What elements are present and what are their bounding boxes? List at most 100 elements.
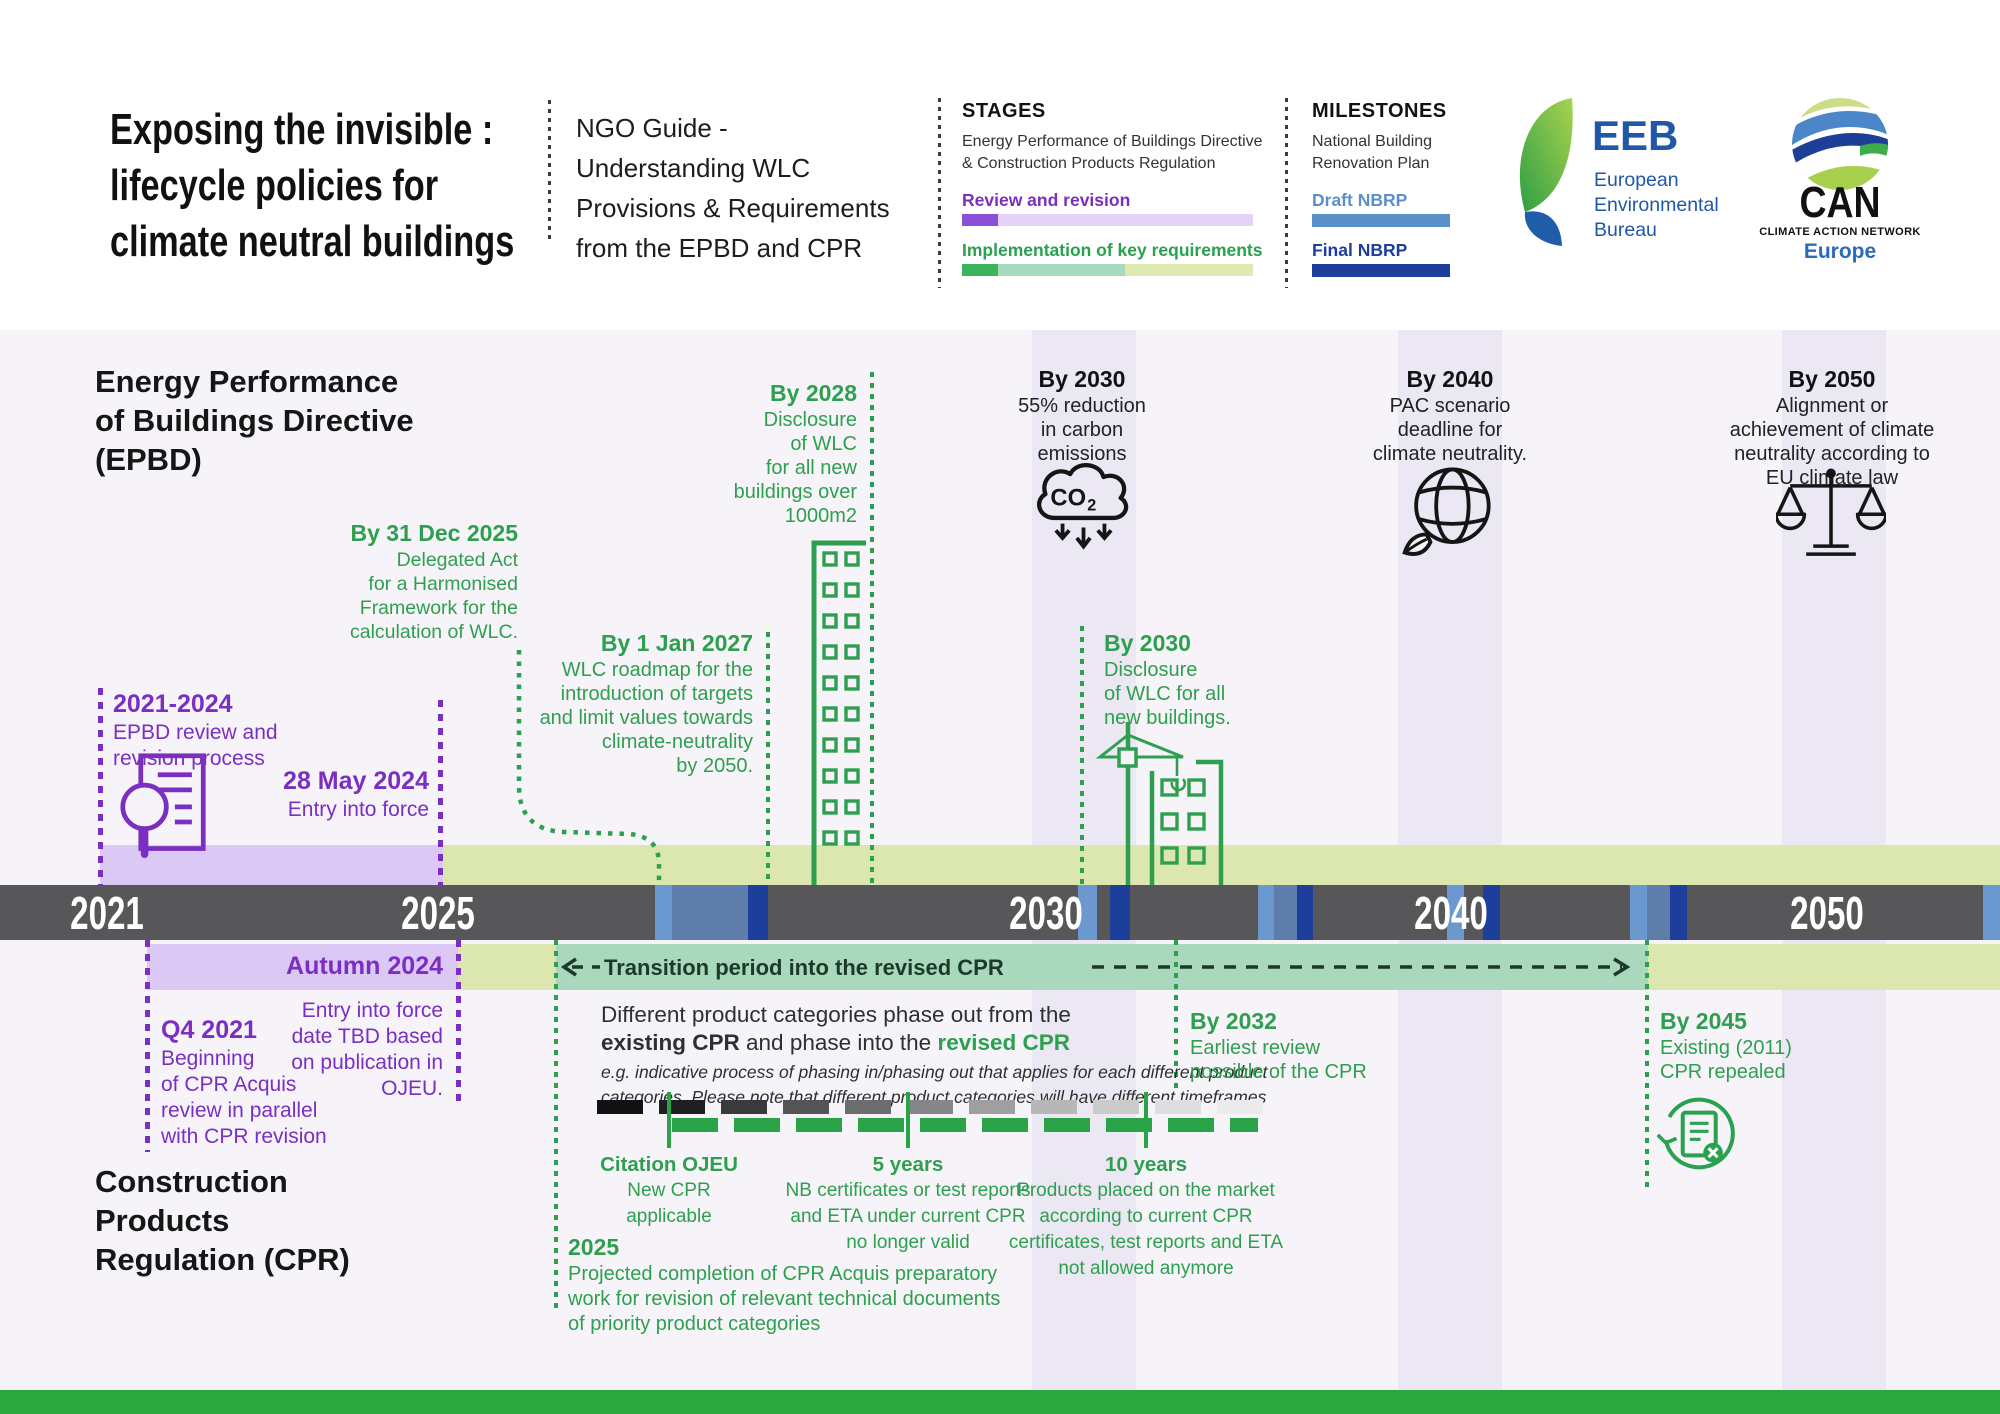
phase-note-line: e.g. indicative process of phasing in/ph…: [601, 1062, 1268, 1082]
stages-subtitle-line: Energy Performance of Buildings Directiv…: [962, 133, 1263, 150]
event-date: Q4 2021: [161, 1016, 257, 1044]
phase-heading-2: existing CPR and phase into the revised …: [601, 1030, 1070, 1056]
stages-subtitle-line: & Construction Products Regulation: [962, 155, 1216, 172]
nbrp-marker-final: [1670, 885, 1687, 940]
page-title-line: lifecycle policies for: [110, 161, 439, 210]
event-line: EPBD review and: [113, 721, 278, 744]
label-citation-ojeu: Citation OJEU New CPR applicable: [569, 1152, 769, 1230]
guide-line: NGO Guide -: [576, 113, 728, 143]
label-line: applicable: [626, 1206, 712, 1227]
event-line: Delegated Act: [396, 549, 518, 571]
event-line: 1000m2: [784, 505, 857, 527]
event-line: in carbon: [1040, 419, 1124, 441]
nbrp-marker-slate: [1274, 885, 1297, 940]
event-line: of CPR Acquis: [161, 1073, 297, 1096]
cpr-section-title: Construction Products Regulation (CPR): [95, 1162, 350, 1279]
year-label-2025: 2025: [401, 887, 475, 939]
milestones-subtitle-line: National Building: [1312, 133, 1433, 150]
phase-out-row: [597, 1100, 1279, 1119]
event-date: By 2032: [1190, 1008, 1277, 1034]
event-date: By 1 Jan 2027: [600, 630, 753, 656]
dotted-line-2021: [98, 688, 103, 885]
nbrp-marker-draft: [1078, 885, 1097, 940]
label-line: Products placed on the market: [1017, 1180, 1275, 1201]
dotted-line-2030: [1080, 626, 1084, 885]
cpr-review-band: [147, 944, 458, 990]
existing-cpr-label: existing CPR: [601, 1030, 740, 1055]
label-line: not allowed anymore: [1058, 1258, 1234, 1279]
event-line: 55% reduction: [1018, 395, 1146, 417]
phase-out-dash: [1093, 1100, 1139, 1114]
event-line: Earliest review: [1190, 1037, 1321, 1059]
event-line: new buildings.: [1104, 707, 1231, 729]
nbrp-marker-slate: [672, 885, 748, 940]
eeb-name-line: Bureau: [1594, 219, 1657, 241]
event-date: By 2030: [1104, 630, 1191, 656]
impl-bar-green-segment: [962, 264, 999, 276]
label-line: certificates, test reports and ETA: [1008, 1232, 1284, 1253]
phase-in-dash: [858, 1118, 904, 1132]
epbd-title-line: Energy Performance: [95, 364, 399, 399]
nbrp-marker-draft: [1258, 885, 1274, 940]
milestones-legend-title: MILESTONES: [1312, 100, 1447, 122]
event-completion-2025: 2025 Projected completion of CPR Acquis …: [568, 1232, 1088, 1337]
header-divider: [1285, 98, 1288, 288]
dotted-line-2028: [870, 372, 874, 885]
nbrp-marker-draft: [1630, 885, 1647, 940]
event-line: on publication in: [291, 1051, 443, 1074]
draft-nbrp-label: Draft NBRP: [1312, 190, 1408, 210]
label-10-years: 10 years Products placed on the market a…: [978, 1152, 1314, 1282]
event-date: By 2050: [1788, 366, 1876, 392]
event-disclosure-2030: By 2030 Disclosure of WLC for all new bu…: [1104, 628, 1314, 730]
eeb-leaf-icon: [1516, 96, 1578, 248]
event-line: calculation of WLC.: [350, 621, 518, 643]
phase-in-dash: [796, 1118, 842, 1132]
stages-legend-subtitle: Energy Performance of Buildings Directiv…: [962, 131, 1263, 175]
event-date: By 2030: [1038, 366, 1126, 392]
epbd-title-line: of Buildings Directive: [95, 403, 414, 438]
final-nbrp-label: Final NBRP: [1312, 240, 1408, 260]
event-date: 2025: [568, 1234, 620, 1260]
nbrp-marker-draft: [655, 885, 672, 940]
tick-citation-ojeu: [667, 1092, 671, 1148]
event-2021-2024: 2021-2024 EPBD review and revision proce…: [113, 688, 278, 772]
globe-leaf-icon: [1398, 458, 1503, 563]
document-magnifier-icon: [116, 752, 211, 858]
event-neutrality-2050: By 2050 Alignment or achievement of clim…: [1712, 364, 1952, 490]
event-line: revision process: [113, 747, 265, 770]
svg-text:2: 2: [1087, 496, 1096, 514]
label-title: 5 years: [872, 1153, 944, 1176]
co2-cloud-icon: CO 2: [1026, 457, 1141, 557]
review-revision-label: Review and revision: [962, 190, 1131, 210]
event-line: of WLC: [790, 433, 857, 455]
event-line: climate-neutrality: [601, 731, 753, 753]
event-line: introduction of targets: [560, 683, 753, 705]
event-disclosure-2028: By 2028 Disclosure of WLC for all new bu…: [667, 378, 857, 528]
event-line: Disclosure: [763, 409, 857, 431]
event-pac-2040: By 2040 PAC scenario deadline for climat…: [1350, 364, 1550, 466]
phase-in-dash: [920, 1118, 966, 1132]
final-nbrp-bar: [1312, 264, 1450, 277]
year-label-2040: 2040: [1414, 887, 1488, 939]
event-date: By 2040: [1406, 366, 1494, 392]
impl-bar-pale-segment: [1124, 264, 1253, 276]
event-by-2045: By 2045 Existing (2011) CPR repealed: [1660, 1006, 1880, 1084]
draft-nbrp-bar: [1312, 214, 1450, 227]
phase-in-dash: [1044, 1118, 1090, 1132]
event-line: neutrality according to: [1734, 443, 1930, 465]
year-label-2021: 2021: [70, 887, 144, 939]
cpr-title-line: Construction: [95, 1164, 288, 1199]
nbrp-marker-final: [1483, 885, 1500, 940]
event-line: for all new: [765, 457, 857, 479]
review-bar-dark-segment: [962, 214, 999, 226]
label-title: Citation OJEU: [600, 1153, 738, 1176]
event-line: Existing (2011): [1660, 1037, 1792, 1059]
event-by-2032: By 2032 Earliest review possible of the …: [1190, 1006, 1410, 1084]
implementation-bar: [962, 264, 1253, 276]
revised-cpr-label: revised CPR: [937, 1030, 1070, 1055]
can-region-label: Europe: [1803, 240, 1877, 263]
event-line: work for revision of relevant technical …: [568, 1288, 1001, 1310]
guide-line: Understanding WLC: [576, 153, 811, 183]
event-line: and limit values towards: [539, 707, 753, 729]
event-q4-2021: Q4 2021 Beginning of CPR Acquis review i…: [161, 1014, 327, 1150]
